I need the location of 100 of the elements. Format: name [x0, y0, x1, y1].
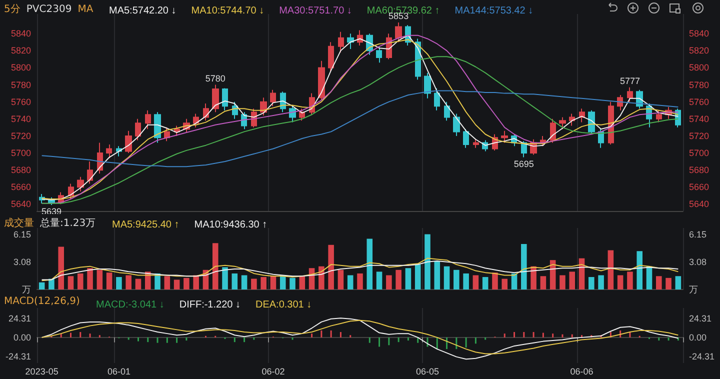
candlestick: [289, 106, 296, 123]
y2-tick-label: 5760: [689, 96, 710, 107]
text: MA10:5744.70 ↓: [191, 6, 264, 16]
annotation: 5780: [205, 73, 226, 84]
bar: [251, 278, 257, 290]
x-tick-label: 06-05: [416, 366, 440, 376]
text: MA5:9425.40 ↑: [112, 220, 180, 230]
annotation: 5695: [514, 158, 534, 169]
bar: [608, 250, 614, 290]
bar: [347, 275, 354, 290]
x-tick-label: 06-02: [262, 366, 285, 376]
bar: [328, 244, 334, 290]
y-tick-label: 24.31: [8, 314, 31, 324]
bar: [482, 277, 488, 290]
bar: [126, 275, 132, 290]
candlestick: [125, 130, 132, 154]
y-tick-label: 5640: [10, 199, 31, 210]
x-tick-label: 06-06: [570, 366, 594, 376]
chart-title: 成交量: [4, 216, 34, 230]
candlestick: [444, 101, 450, 122]
candlestick: [559, 116, 566, 130]
line-series: [41, 318, 679, 360]
y-tick-label: -24.31: [5, 351, 31, 362]
candlestick: [106, 144, 112, 159]
line-series: [41, 90, 679, 168]
chart-title: 5分: [4, 3, 20, 16]
y2-tick-label: 0.00: [689, 332, 707, 342]
bar: [463, 273, 469, 290]
candlestick: [550, 118, 556, 144]
y2-tick-label: 5640: [689, 199, 710, 210]
bar: [241, 275, 248, 290]
text: MACD:-3.041 ↓: [96, 300, 164, 310]
bar: [260, 277, 266, 290]
bar: [434, 260, 440, 290]
bar: [636, 251, 643, 290]
text: MA30:5751.70 ↓: [279, 6, 352, 16]
bar: [193, 275, 199, 290]
candlestick: [338, 31, 344, 53]
bar: [77, 273, 84, 290]
candlestick: [501, 130, 508, 144]
y-tick-label: 5760: [10, 96, 31, 107]
bar: [569, 272, 576, 290]
bar: [106, 272, 112, 290]
candlestick: [164, 126, 170, 142]
candlestick: [212, 84, 219, 113]
bar: [68, 276, 74, 290]
candlestick: [453, 113, 460, 136]
bar: [598, 275, 604, 290]
bar: [521, 244, 527, 290]
bar: [357, 273, 363, 290]
bar: [290, 278, 296, 290]
bar: [502, 278, 508, 290]
y-tick-label: 5820: [10, 46, 31, 56]
candlestick: [617, 94, 623, 111]
candlestick: [154, 112, 161, 144]
bar: [270, 276, 276, 290]
bar: [38, 282, 45, 290]
annotation: 5777: [620, 76, 640, 86]
candlestick: [77, 176, 84, 192]
y-tick-label: 6.15: [13, 230, 31, 240]
bar: [386, 275, 392, 290]
bar: [212, 243, 218, 290]
y-tick-label: 万: [22, 284, 31, 294]
bar: [454, 270, 460, 290]
candlestick: [270, 89, 276, 107]
candlestick: [222, 88, 228, 111]
bar: [540, 276, 546, 290]
bar: [376, 272, 382, 290]
text: MA10:9436.30 ↑: [194, 220, 268, 230]
bar: [164, 276, 170, 290]
y-tick-label: 3.08: [13, 257, 31, 268]
legend-title: MA: [78, 4, 94, 14]
bar: [405, 268, 412, 290]
y2-tick-label: 24.31: [689, 314, 712, 324]
candlestick: [656, 110, 662, 123]
y-tick-label: 5780: [10, 80, 31, 90]
y2-tick-label: 5680: [689, 165, 710, 176]
bar: [87, 268, 93, 290]
y-tick-label: 5720: [10, 130, 31, 141]
y2-tick-label: 5800: [689, 62, 710, 73]
y-tick-label: 5800: [10, 62, 31, 73]
bar: [492, 272, 498, 290]
candlestick: [347, 33, 354, 50]
bar: [48, 278, 54, 290]
candlestick: [376, 46, 382, 64]
bar: [656, 276, 662, 290]
bar: [588, 277, 594, 290]
y2-tick-label: 5700: [689, 148, 710, 158]
bar: [184, 278, 190, 290]
bar: [174, 280, 180, 290]
candlestick: [569, 113, 575, 126]
text: MA5:5742.20 ↓: [109, 6, 176, 16]
candlestick: [473, 138, 479, 148]
y-tick-label: 5840: [10, 28, 31, 39]
y2-tick-label: 5780: [689, 80, 710, 90]
bar: [96, 270, 103, 290]
candlestick: [318, 60, 325, 101]
text: DIFF:-1.220 ↓: [179, 300, 240, 310]
candlestick: [463, 128, 469, 148]
candlestick: [193, 113, 199, 128]
